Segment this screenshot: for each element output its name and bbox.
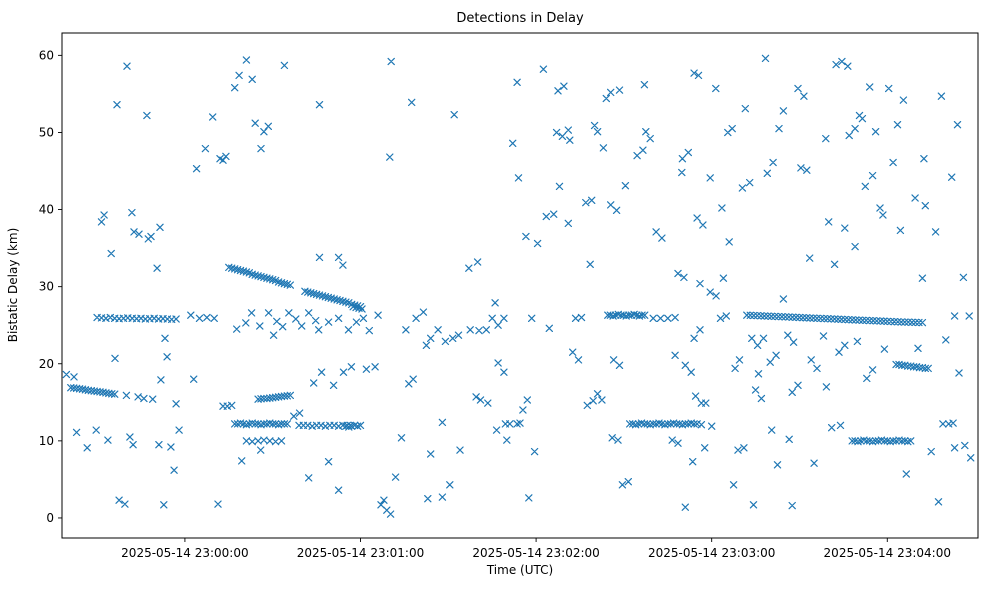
y-tick-label: 50 <box>39 125 54 139</box>
y-tick-label: 20 <box>39 357 54 371</box>
x-axis-label: Time (UTC) <box>486 563 553 577</box>
scatter-points <box>62 54 975 518</box>
axes-layer: 0 10 20 30 40 50 60 2025-05-14 23:00:00 2025-05-… <box>39 32 979 560</box>
y-tick-label: 0 <box>46 511 54 525</box>
axes-frame <box>61 32 979 539</box>
chart-title: Detections in Delay <box>456 11 584 26</box>
x-tick-label: 2025-05-14 23:02:00 <box>472 546 599 560</box>
y-tick-label: 40 <box>39 203 54 217</box>
x-tick-label: 2025-05-14 23:01:00 <box>297 546 424 560</box>
y-tick-label: 30 <box>39 280 54 294</box>
x-tick-label: 2025-05-14 23:00:00 <box>121 546 248 560</box>
scatter-points-layer <box>62 54 975 518</box>
y-tick-label: 10 <box>39 434 54 448</box>
x-tick-label: 2025-05-14 23:03:00 <box>648 546 775 560</box>
y-tick-label: 60 <box>39 48 54 62</box>
x-tick-label: 2025-05-14 23:04:00 <box>824 546 951 560</box>
y-axis-label: Bistatic Delay (km) <box>6 228 20 343</box>
